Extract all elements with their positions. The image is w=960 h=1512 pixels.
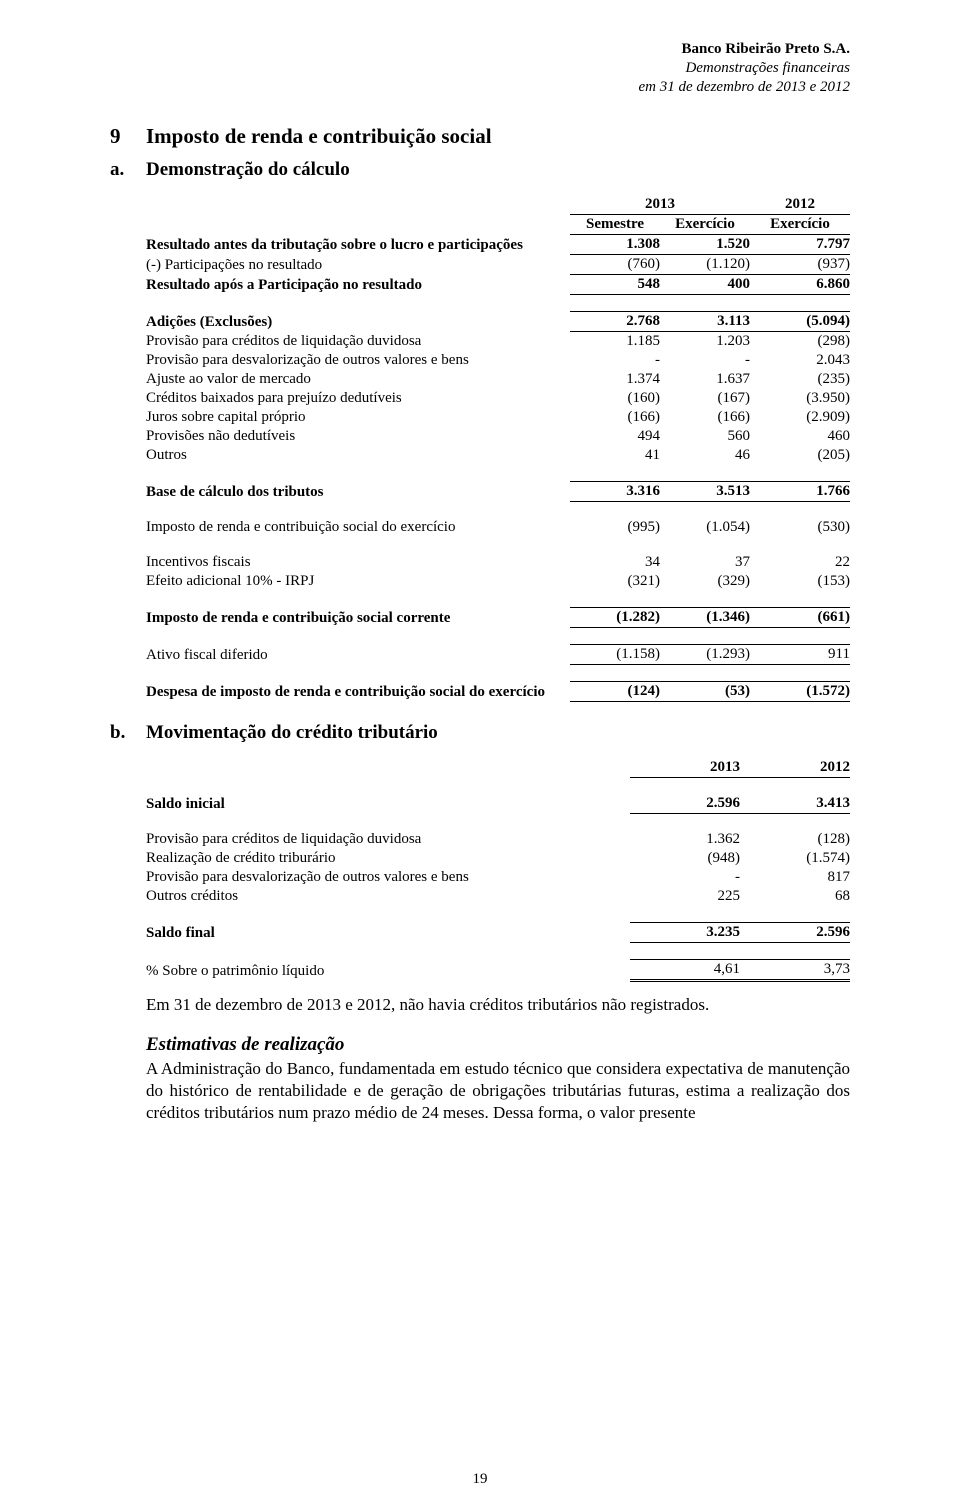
table-row: Ativo fiscal diferido (1.158) (1.293) 91…: [146, 645, 850, 665]
page-number: 19: [0, 1471, 960, 1488]
col-sub-semestre: Semestre: [570, 215, 660, 235]
table-row: Base de cálculo dos tributos 3.316 3.513…: [146, 482, 850, 502]
table-row: Adições (Exclusões) 2.768 3.113 (5.094): [146, 312, 850, 332]
table-row: Realização de crédito triburário (948) (…: [146, 849, 850, 868]
table-row: Efeito adicional 10% - IRPJ (321) (329) …: [146, 572, 850, 591]
subsection-b-title: Movimentação do crédito tributário: [146, 722, 438, 744]
paragraph-note: Em 31 de dezembro de 2013 e 2012, não ha…: [146, 994, 850, 1016]
table-row: Outros créditos 225 68: [146, 887, 850, 906]
estimativas-title: Estimativas de realização: [146, 1034, 850, 1056]
table-row: Imposto de renda e contribuição social d…: [146, 518, 850, 537]
table-row: Despesa de imposto de renda e contribuiç…: [146, 682, 850, 702]
table-row: Ajuste ao valor de mercado 1.374 1.637 (…: [146, 370, 850, 389]
table-row: Saldo final 3.235 2.596: [146, 923, 850, 943]
subsection-a-number: a.: [110, 159, 146, 181]
table-row: Imposto de renda e contribuição social c…: [146, 608, 850, 628]
table-b: 2013 2012 Saldo inicial 2.596 3.413 Prov…: [146, 758, 850, 982]
table-row: Provisão para créditos de liquidação duv…: [146, 332, 850, 352]
subsection-b-number: b.: [110, 722, 146, 744]
section-title: Imposto de renda e contribuição social: [146, 124, 492, 149]
table-row: Provisão para desvalorização de outros v…: [146, 351, 850, 370]
section-number: 9: [110, 124, 146, 149]
table-row: Outros 41 46 (205): [146, 446, 850, 465]
col-sub-exercicio-2012: Exercício: [750, 215, 850, 235]
doc-header: Banco Ribeirão Preto S.A. Demonstrações …: [110, 40, 850, 96]
section-heading: 9 Imposto de renda e contribuição social: [110, 124, 850, 149]
table-row: Provisão para desvalorização de outros v…: [146, 868, 850, 887]
table-row: Incentivos fiscais 34 37 22: [146, 553, 850, 572]
table-row: Provisão para créditos de liquidação duv…: [146, 830, 850, 849]
col-header-2012: 2012: [750, 195, 850, 215]
col-sub-exercicio-2013: Exercício: [660, 215, 750, 235]
table-row: Saldo inicial 2.596 3.413: [146, 794, 850, 814]
tb-col-2013: 2013: [630, 758, 740, 778]
table-row: Resultado após a Participação no resulta…: [146, 275, 850, 295]
table-a: 2013 2012 Semestre Exercício Exercício R…: [146, 195, 850, 702]
table-row: Juros sobre capital próprio (166) (166) …: [146, 408, 850, 427]
table-row: Créditos baixados para prejuízo dedutíve…: [146, 389, 850, 408]
col-header-2013: 2013: [570, 195, 750, 215]
table-row: Provisões não dedutíveis 494 560 460: [146, 427, 850, 446]
subsection-b-heading: b. Movimentação do crédito tributário: [110, 722, 850, 744]
estimativas-body: A Administração do Banco, fundamentada e…: [146, 1058, 850, 1123]
table-row: (-) Participações no resultado (760) (1.…: [146, 255, 850, 275]
subsection-a-heading: a. Demonstração do cálculo: [110, 159, 850, 181]
table-row: % Sobre o patrimônio líquido 4,61 3,73: [146, 960, 850, 981]
table-row: Resultado antes da tributação sobre o lu…: [146, 235, 850, 255]
tb-col-2012: 2012: [740, 758, 850, 778]
doc-type: Demonstrações financeiras: [110, 59, 850, 78]
doc-date: em 31 de dezembro de 2013 e 2012: [110, 78, 850, 97]
subsection-a-title: Demonstração do cálculo: [146, 159, 350, 181]
company-name: Banco Ribeirão Preto S.A.: [110, 40, 850, 59]
